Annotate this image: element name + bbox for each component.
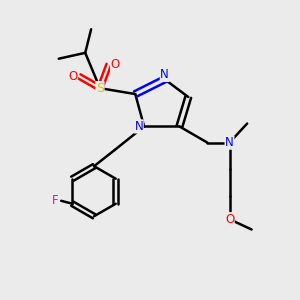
Text: O: O	[225, 213, 234, 226]
Text: F: F	[51, 194, 58, 207]
Text: N: N	[134, 120, 143, 133]
Text: S: S	[96, 82, 104, 95]
Text: N: N	[160, 68, 169, 81]
Text: O: O	[111, 58, 120, 71]
Text: O: O	[68, 70, 77, 83]
Text: N: N	[225, 136, 234, 149]
